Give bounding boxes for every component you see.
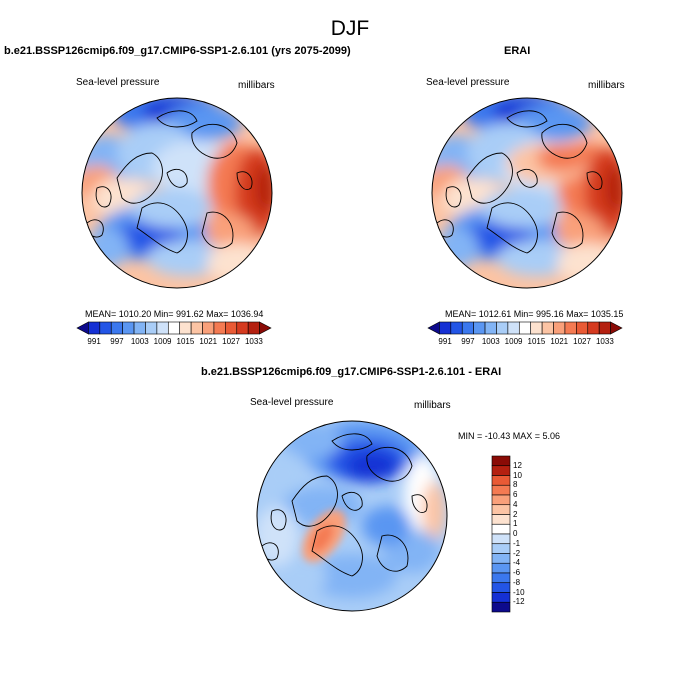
panel3-title: b.e21.BSSP126cmip6.f09_g17.CMIP6-SSP1-2.… (201, 366, 502, 378)
colorbar-swatch (496, 321, 509, 335)
colorbar-tick-label: 1033 (244, 337, 263, 346)
colorbar-tick-label: 1027 (573, 337, 591, 346)
colorbar-tick-label: 1015 (527, 337, 546, 346)
colorbar-tick-label: -8 (513, 577, 521, 587)
colorbar-tick-label: 1027 (222, 337, 240, 346)
colorbar-swatch (491, 543, 511, 554)
colorbar-tick-label: 1009 (153, 337, 172, 346)
colorbar-swatch (110, 321, 123, 335)
colorbar-swatch (156, 321, 169, 335)
panel3-map (256, 420, 448, 612)
colorbar-swatch (491, 465, 511, 476)
colorbar-tick-label: 2 (513, 509, 518, 519)
colorbar-swatch (491, 504, 511, 515)
panel2-units-label: millibars (588, 80, 625, 91)
colorbar-tick-label: 1021 (550, 337, 569, 346)
panel1-colorbar (76, 321, 272, 335)
panel2-map (431, 97, 623, 289)
colorbar-swatch (88, 321, 101, 335)
colorbar-swatch (598, 321, 611, 335)
colorbar-swatch (491, 455, 511, 467)
colorbar-tick-label: 991 (438, 337, 452, 346)
colorbar-swatch (179, 321, 192, 335)
colorbar-swatch (122, 321, 135, 335)
colorbar-swatch (167, 321, 181, 335)
colorbar-swatch (553, 321, 566, 335)
colorbar-tick-label: -6 (513, 568, 521, 577)
colorbar-tick-label: 1033 (595, 337, 614, 346)
colorbar-swatch (225, 321, 238, 335)
colorbar-swatch (236, 321, 249, 335)
colorbar-tick-label: 1 (513, 519, 518, 529)
colorbar-tick-label: 1009 (504, 337, 523, 346)
panel1-units-label: millibars (238, 80, 275, 91)
colorbar-swatch (491, 494, 511, 506)
colorbar-tick-label: 8 (513, 480, 518, 490)
panel1-variable-label: Sea-level pressure (76, 77, 160, 88)
colorbar-swatch (473, 321, 486, 335)
colorbar-tick-label: 10 (513, 470, 522, 480)
panel2-title: ERAI (504, 45, 531, 57)
colorbar-swatch (213, 321, 226, 335)
panel3-colorbar (491, 455, 511, 613)
panel1-title: b.e21.BSSP126cmip6.f09_g17.CMIP6-SSP1-2.… (4, 45, 351, 57)
panel3-variable-label: Sea-level pressure (250, 397, 334, 408)
colorbar-tick-label: -10 (513, 587, 525, 597)
colorbar-swatch (587, 321, 600, 335)
colorbar-swatch (541, 321, 554, 335)
panel2-colorbar (427, 321, 623, 335)
colorbar-swatch (491, 582, 511, 593)
panel1-map (81, 97, 273, 289)
colorbar-swatch (518, 321, 532, 335)
colorbar-swatch (491, 533, 511, 545)
colorbar-tick-label: 991 (87, 337, 101, 346)
panel2-variable-label: Sea-level pressure (426, 77, 510, 88)
colorbar-swatch (461, 321, 474, 335)
panel3-stats: MIN = -10.43 MAX = 5.06 (458, 431, 561, 441)
colorbar-swatch (530, 321, 543, 335)
colorbar-swatch (564, 321, 577, 335)
colorbar-tick-label: 0 (513, 529, 518, 538)
colorbar-tick-label: 1003 (481, 337, 500, 346)
colorbar-tick-label: 1003 (130, 337, 149, 346)
colorbar-swatch (491, 514, 511, 525)
colorbar-tick-label: -1 (513, 538, 521, 548)
colorbar-swatch (484, 321, 497, 335)
colorbar-tick-label: -4 (513, 558, 521, 568)
colorbar-tick-label: -12 (513, 597, 525, 607)
colorbar-swatch (133, 321, 146, 335)
colorbar-swatch (491, 601, 511, 613)
colorbar-tick-label: 6 (513, 490, 518, 499)
colorbar-tick-label: 997 (110, 337, 124, 346)
colorbar-swatch (491, 553, 511, 564)
colorbar-swatch (507, 321, 520, 335)
panel2-stats: MEAN= 1012.61 Min= 995.16 Max= 1035.15 (445, 309, 624, 319)
colorbar-swatch (491, 523, 511, 535)
colorbar-swatch (491, 475, 511, 486)
colorbar-tick-label: 12 (513, 460, 522, 470)
colorbar-swatch (491, 592, 511, 603)
colorbar-swatch (439, 321, 452, 335)
colorbar-tick-label: 997 (461, 337, 475, 346)
colorbar-swatch (145, 321, 158, 335)
colorbar-swatch (190, 321, 203, 335)
colorbar-swatch (99, 321, 112, 335)
colorbar-swatch (491, 484, 511, 496)
colorbar-swatch (247, 321, 260, 335)
colorbar-tick-label: -2 (513, 548, 521, 558)
colorbar-swatch (450, 321, 463, 335)
colorbar-swatch (491, 562, 511, 574)
panel3-units-label: millibars (414, 400, 451, 411)
colorbar-tick-label: 1015 (176, 337, 195, 346)
figure-title: DJF (330, 17, 370, 40)
panel1-stats: MEAN= 1010.20 Min= 991.62 Max= 1036.94 (85, 309, 264, 319)
colorbar-tick-label: 1021 (199, 337, 218, 346)
colorbar-tick-label: 4 (513, 499, 518, 509)
colorbar-swatch (491, 572, 511, 584)
colorbar-swatch (576, 321, 589, 335)
colorbar-swatch (202, 321, 215, 335)
